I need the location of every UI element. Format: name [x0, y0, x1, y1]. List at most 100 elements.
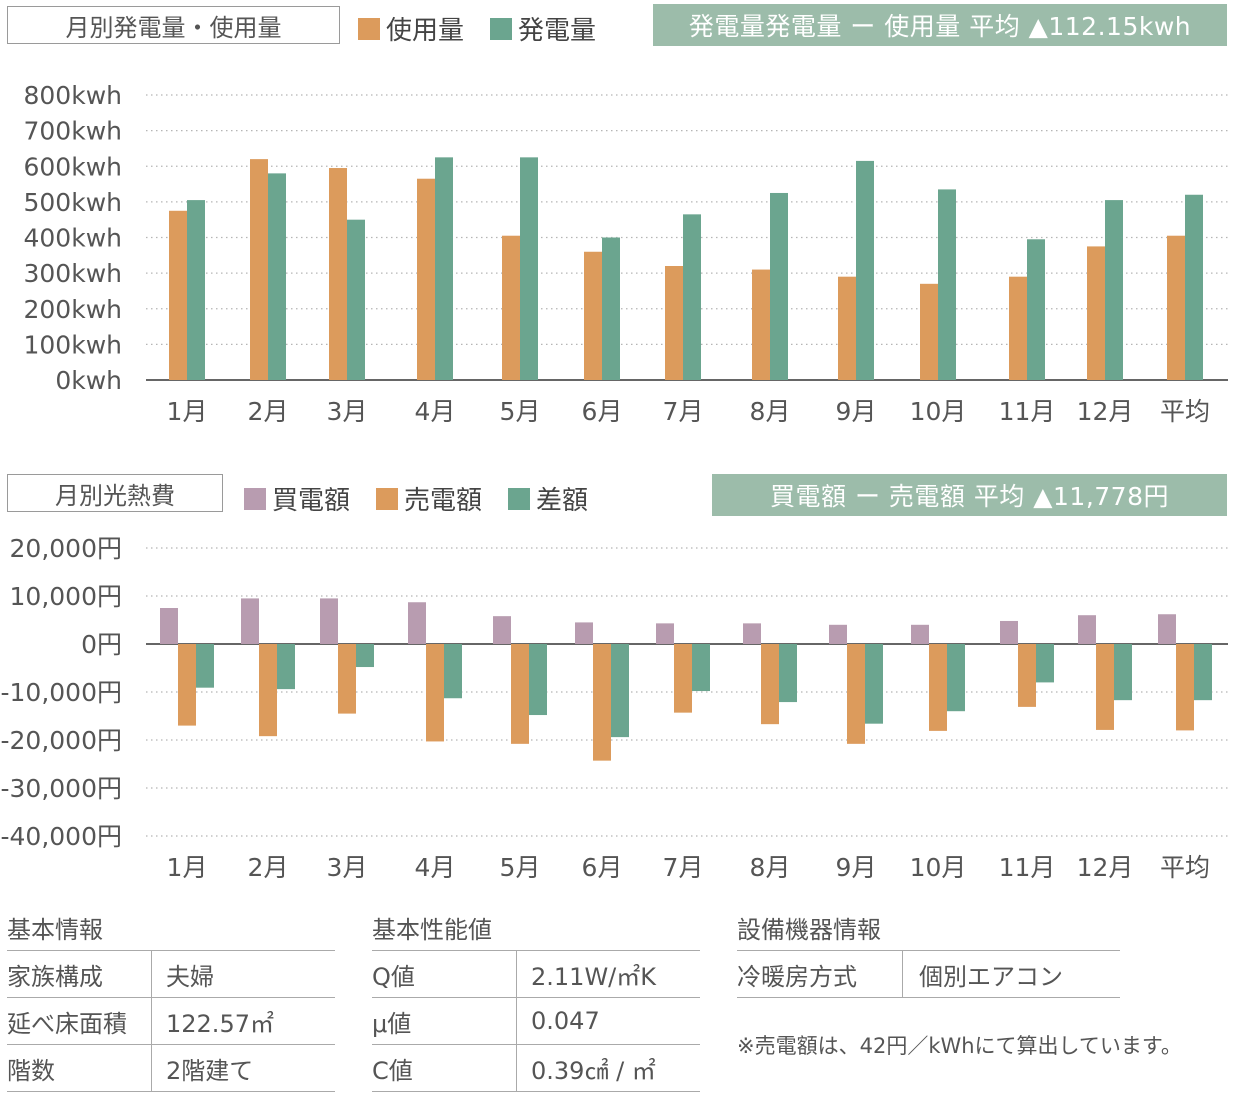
bar [1167, 235, 1185, 380]
legend-label-generation: 発電量 [518, 16, 597, 46]
bar [241, 598, 259, 644]
y-tick-label: 800kwh [24, 81, 123, 110]
energy-legend: 使用量 発電量 [358, 10, 622, 47]
table-row: Q値 2.11W/㎡K [372, 950, 700, 998]
y-tick-label: -20,000円 [1, 726, 123, 755]
bar [920, 283, 938, 380]
bar [929, 644, 947, 731]
basic-info-value: 2階建て [151, 1044, 335, 1092]
legend-swatch-sale [376, 487, 399, 510]
bar [1105, 200, 1123, 380]
legend-label-usage: 使用量 [386, 16, 465, 46]
cost-chart: -40,000円 -30,000円 -20,000円 -10,000円 0円 10,000… [1, 534, 1228, 882]
energy-section-label: 月別発電量・使用量 [7, 6, 340, 44]
basic-info-key: 家族構成 [7, 950, 152, 998]
bar [196, 644, 214, 688]
bar [250, 159, 268, 380]
legend-swatch-purchase [244, 487, 266, 510]
basic-info-key: 延べ床面積 [7, 997, 152, 1045]
bar [938, 189, 956, 380]
bar [829, 624, 847, 644]
x-tick-label: 12月 [1077, 853, 1134, 882]
bar [1185, 194, 1203, 380]
y-tick-label: 10,000円 [10, 582, 122, 611]
cost-average-box: 買電額 ー 売電額 平均 ▲11,778円 [712, 474, 1227, 516]
bar [277, 644, 295, 690]
x-tick-label: 7月 [663, 853, 704, 882]
bar [493, 616, 511, 644]
y-tick-label: 300kwh [24, 259, 123, 288]
y-tick-label: 0kwh [55, 366, 122, 395]
sale-price-note: ※売電額は、42円／kWhにて算出しています。 [737, 1034, 1182, 1058]
bar [259, 644, 277, 737]
equipment-title: 設備機器情報 [737, 916, 881, 944]
legend-item-generation: 発電量 [490, 10, 596, 47]
bar [743, 623, 761, 644]
x-tick-label: 8月 [750, 853, 791, 882]
basic-info-key: 階数 [7, 1044, 152, 1092]
bar [575, 622, 593, 644]
x-tick-label: 2月 [248, 853, 289, 882]
energy-average-box: 発電量発電量 ー 使用量 平均 ▲112.15kwh [653, 4, 1227, 46]
x-tick-label: 3月 [327, 397, 368, 426]
bar [1078, 615, 1096, 644]
x-tick-label: 9月 [836, 397, 877, 426]
x-tick-label: 4月 [415, 853, 456, 882]
x-tick-label: 10月 [910, 397, 967, 426]
legend-item-usage: 使用量 [358, 10, 464, 47]
bar [752, 269, 770, 380]
performance-key: Q値 [372, 950, 517, 998]
performance-value: 0.047 [516, 997, 700, 1045]
performance-value: 0.39㎠ / ㎡ [516, 1044, 700, 1092]
x-tick-label: 3月 [327, 853, 368, 882]
legend-item-purchase: 買電額 [244, 480, 350, 517]
bar [779, 644, 797, 703]
y-tick-label: 200kwh [24, 295, 123, 324]
bar [338, 644, 356, 714]
bar [435, 157, 453, 380]
bar [1018, 644, 1036, 707]
bar [1036, 644, 1054, 683]
bar [602, 237, 620, 380]
x-tick-label: 4月 [415, 397, 456, 426]
performance-value: 2.11W/㎡K [516, 950, 700, 998]
bar [1194, 644, 1212, 701]
bar [856, 160, 874, 380]
legend-label-difference: 差額 [536, 486, 589, 516]
table-row: 冷暖房方式 個別エアコン [737, 950, 1120, 998]
bar [329, 168, 347, 380]
y-tick-label: 0円 [81, 630, 122, 659]
table-row: 階数 2階建て [7, 1044, 335, 1092]
x-tick-label: 6月 [582, 397, 623, 426]
x-tick-label: 11月 [999, 853, 1056, 882]
bar [656, 623, 674, 644]
bar [1027, 239, 1045, 380]
x-tick-label: 2月 [248, 397, 289, 426]
bar [1158, 614, 1176, 644]
x-tick-label: 6月 [582, 853, 623, 882]
bar [838, 276, 856, 380]
legend-label-sale: 売電額 [404, 486, 483, 516]
y-tick-label: 600kwh [24, 152, 123, 181]
x-tick-label: 9月 [836, 853, 877, 882]
bar [417, 178, 435, 380]
legend-label-purchase: 買電額 [272, 486, 351, 516]
performance-table: Q値 2.11W/㎡K μ値 0.047 C値 0.39㎠ / ㎡ [372, 950, 700, 1092]
basic-info-value: 122.57㎡ [151, 997, 335, 1045]
basic-info-value: 夫婦 [151, 950, 335, 998]
x-tick-label: 平均 [1160, 397, 1210, 426]
y-tick-label: -30,000円 [1, 774, 123, 803]
bar [444, 644, 462, 699]
performance-key: C値 [372, 1044, 517, 1092]
y-tick-label: 700kwh [24, 117, 123, 146]
bar [160, 608, 178, 644]
y-tick-label: 100kwh [24, 330, 123, 359]
legend-swatch-generation [490, 17, 513, 40]
bar [947, 644, 965, 712]
bar [356, 644, 374, 668]
bar [511, 644, 529, 744]
bar [520, 157, 538, 380]
bar [911, 624, 929, 644]
x-tick-label: 7月 [663, 397, 704, 426]
bar [320, 598, 338, 644]
